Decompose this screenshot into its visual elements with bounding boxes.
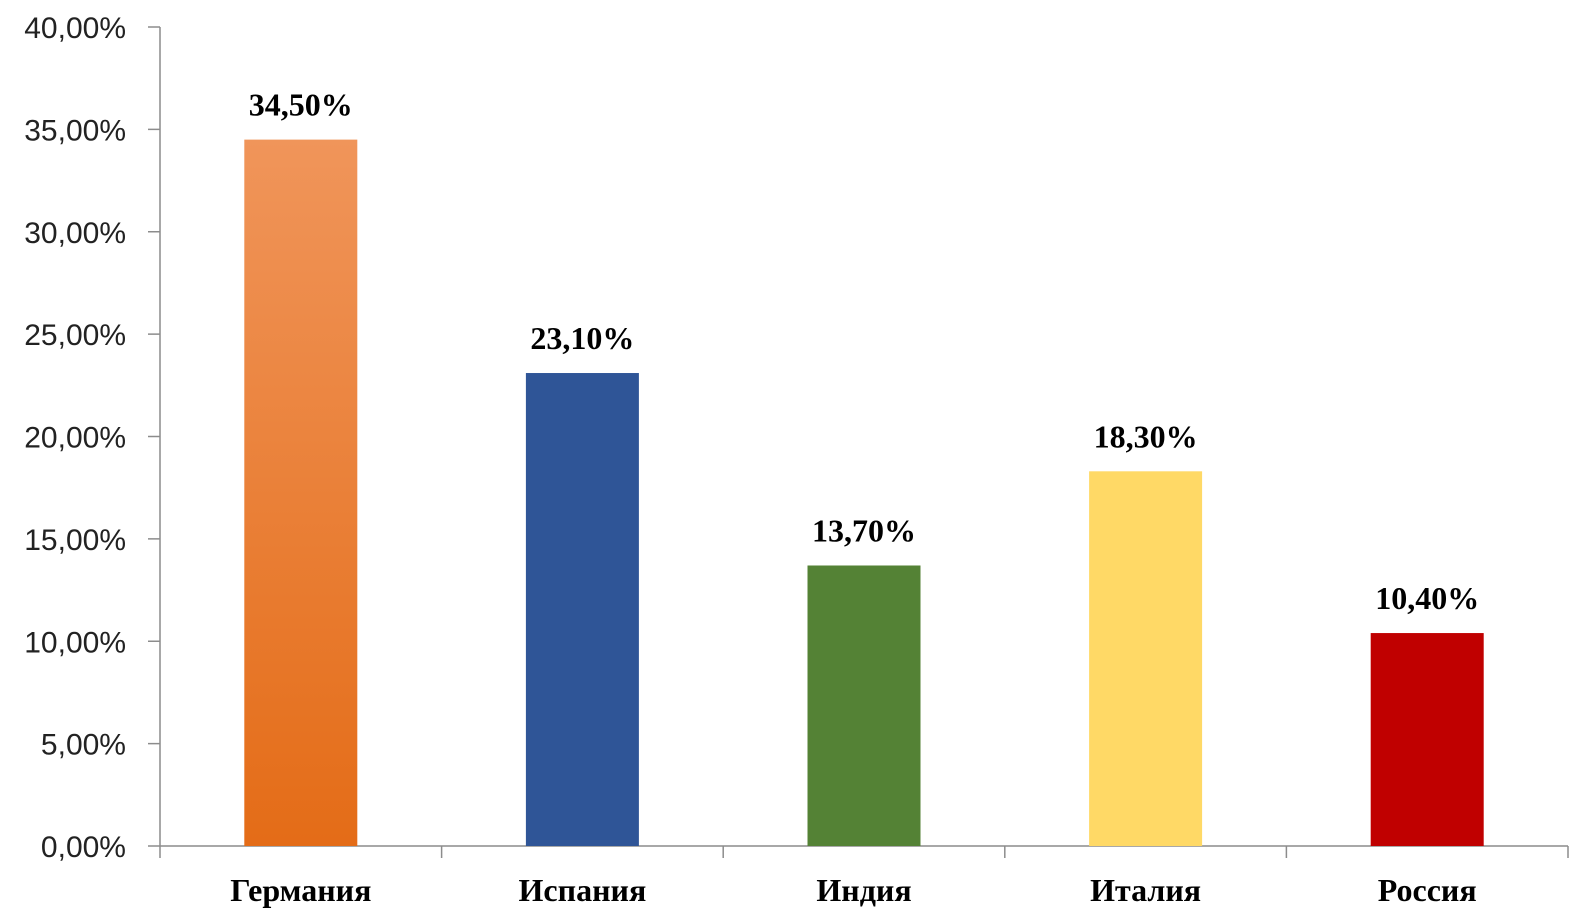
x-axis: Германия Испания Индия Италия Россия [159,845,1569,908]
category-label-2: Испания [519,872,647,908]
category-label-5: Россия [1378,872,1477,908]
y-tick-label: 20,00% [24,422,126,455]
bars [244,139,1484,847]
category-label-1: Германия [230,872,371,908]
y-tick-label: 0,00% [41,831,126,864]
data-labels: 34,50% 23,10% 13,70% 18,30% 10,40% [249,87,1479,616]
data-label-5: 10,40% [1375,580,1479,616]
category-label-4: Италия [1090,872,1201,908]
data-label-1: 34,50% [249,87,353,123]
bar-1 [244,139,358,847]
y-tick-label: 5,00% [41,729,126,762]
y-tick-label: 30,00% [24,217,126,250]
data-label-2: 23,10% [530,320,634,356]
bar-5 [1370,633,1484,846]
y-axis: 0,00% 5,00% 10,00% 15,00% 20,00% 25,00% 30,00%… [24,12,161,864]
y-tick-label: 40,00% [24,12,126,45]
y-tick-label: 35,00% [24,114,126,147]
bar-4 [1089,471,1203,846]
data-label-3: 13,70% [812,512,916,548]
y-tick-label: 15,00% [24,524,126,557]
y-tick-label: 10,00% [24,626,126,659]
bar-3 [807,565,921,846]
bar-2 [525,373,639,846]
y-tick-label: 25,00% [24,319,126,352]
category-label-3: Индия [816,872,911,908]
data-label-4: 18,30% [1094,418,1198,454]
